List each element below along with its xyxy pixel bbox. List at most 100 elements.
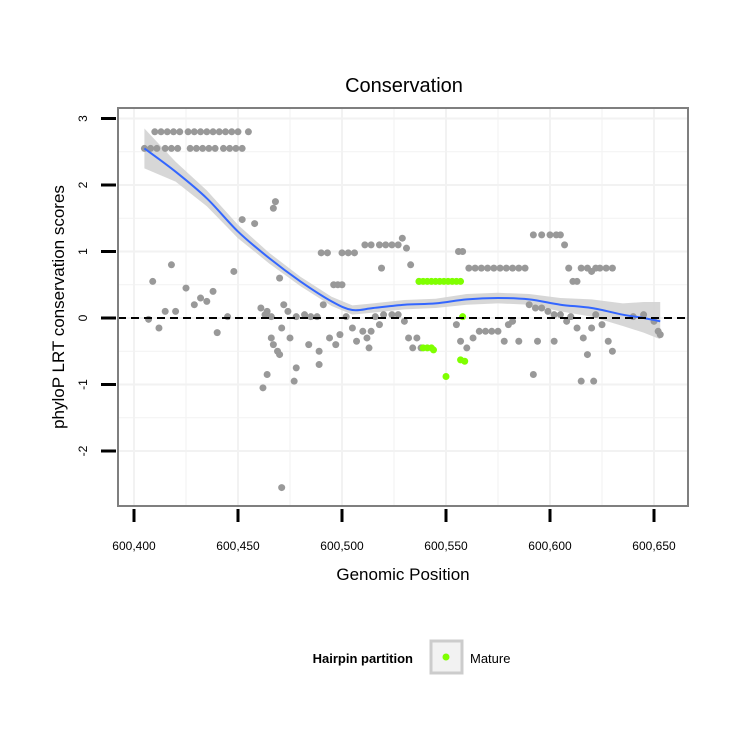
point-other-128 [469,334,477,342]
point-other-3 [170,128,178,136]
point-other-85 [342,313,350,321]
point-other-59 [278,324,286,332]
x-axis: 600,400 600,450 600,500 600,550 600,600 600,6… [112,509,676,553]
point-other-1 [157,128,165,136]
point-other-73 [317,249,325,257]
point-other-72 [278,484,286,492]
point-mature-18 [459,313,467,321]
point-other-154 [531,304,539,312]
point-other-4 [176,128,184,136]
point-other-58 [313,313,321,321]
point-other-48 [257,304,265,312]
point-other-132 [494,327,502,335]
point-other-36 [182,284,190,292]
point-other-117 [477,264,485,272]
point-other-21 [186,144,194,152]
point-other-96 [367,241,375,249]
x-tick-label-2: 600,500 [320,539,364,553]
point-other-139 [546,231,554,239]
point-other-163 [583,351,591,359]
point-other-40 [209,287,217,295]
point-other-94 [378,264,386,272]
point-other-165 [592,311,600,319]
panel-border [117,107,689,507]
point-other-102 [402,244,410,252]
point-other-66 [259,384,267,392]
point-other-130 [482,327,490,335]
point-other-19 [167,144,175,152]
y-tick-label-4: 2 [76,181,90,188]
point-other-83 [332,341,340,349]
point-other-11 [222,128,230,136]
point-other-143 [565,264,573,272]
point-mature-17 [461,357,469,365]
point-mature-15 [442,373,450,381]
point-other-152 [608,264,616,272]
point-other-67 [292,364,300,372]
point-other-23 [199,144,207,152]
point-other-26 [219,144,227,152]
point-other-25 [211,144,219,152]
point-other-151 [602,264,610,272]
point-other-60 [286,334,294,342]
point-other-14 [244,128,252,136]
point-other-29 [238,144,246,152]
point-other-171 [550,337,558,345]
point-other-101 [398,234,406,242]
point-other-27 [226,144,234,152]
point-other-51 [267,313,275,321]
point-other-161 [573,324,581,332]
point-other-38 [197,294,205,302]
point-other-145 [573,277,581,285]
point-other-28 [232,144,240,152]
point-other-0 [151,128,159,136]
point-other-33 [251,220,259,228]
point-other-53 [280,301,288,309]
smooth-ribbon [144,128,661,340]
point-other-42 [161,307,169,315]
point-other-9 [209,128,217,136]
smooth-line-layer [143,147,661,323]
point-other-84 [336,331,344,339]
point-other-41 [172,307,180,315]
chart-title: Conservation [345,75,463,97]
smooth-line [143,147,661,323]
x-tick-label-0: 600,400 [112,539,156,553]
point-other-116 [471,264,479,272]
point-other-95 [361,241,369,249]
point-other-87 [353,337,361,345]
point-other-34 [149,277,157,285]
point-other-146 [577,264,585,272]
point-other-10 [215,128,223,136]
point-other-24 [205,144,213,152]
point-other-162 [579,334,587,342]
point-other-80 [338,281,346,289]
point-other-32 [238,216,246,224]
y-tick-label-5: 3 [76,115,90,122]
y-tick-label-0: -2 [76,445,90,456]
point-mature-10 [457,277,465,285]
point-other-31 [269,204,277,212]
x-tick-label-4: 600,600 [528,539,572,553]
point-other-105 [388,311,396,319]
point-other-126 [457,337,465,345]
legend-title: Hairpin partition [313,651,413,666]
point-other-104 [380,311,388,319]
point-other-108 [405,334,413,342]
point-other-88 [359,327,367,335]
point-other-160 [567,313,575,321]
point-other-172 [577,377,585,385]
point-other-2 [163,128,171,136]
legend: Hairpin partition Mature [313,639,510,675]
y-tick-label-3: 1 [76,248,90,255]
point-other-86 [348,324,356,332]
point-other-142 [561,241,569,249]
point-other-124 [521,264,529,272]
legend-key-mature [442,653,450,661]
point-other-133 [500,337,508,345]
x-tick-label-5: 600,650 [632,539,676,553]
x-axis-title: Genomic Position [336,565,469,584]
point-other-119 [490,264,498,272]
point-other-157 [550,311,558,319]
point-other-70 [315,347,323,355]
